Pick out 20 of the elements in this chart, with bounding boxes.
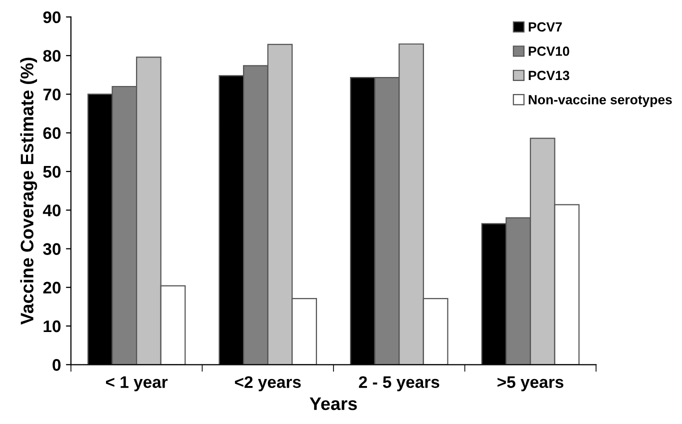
x-tick-label: >5 years (498, 376, 564, 392)
y-axis-title: Vaccine Coverage Estimate (%) (20, 58, 38, 325)
x-tick-label: < 1 year (106, 376, 168, 392)
y-tick-label: 70 (43, 88, 61, 100)
y-tick-label: 50 (43, 166, 61, 178)
y-tick-label: 60 (43, 127, 61, 140)
y-tick-label: 20 (43, 282, 61, 294)
x-axis-title: Years (310, 398, 357, 410)
y-tick-label: 40 (42, 204, 61, 216)
legend-label: PCV10 (528, 46, 570, 56)
y-tick-label: 80 (43, 50, 61, 62)
y-tick-label: 90 (43, 11, 61, 24)
x-tick-label: <2 years (234, 376, 301, 392)
x-tick-label: 2 - 5 years (358, 376, 440, 392)
legend-label: Non-vaccine serotypes (528, 94, 672, 107)
legend-label: PCV13 (528, 70, 570, 80)
y-tick-label: 30 (43, 243, 61, 255)
legend-label: PCV7 (528, 22, 562, 32)
y-tick-label: 0 (52, 359, 61, 371)
y-tick-label: 10 (44, 320, 61, 332)
